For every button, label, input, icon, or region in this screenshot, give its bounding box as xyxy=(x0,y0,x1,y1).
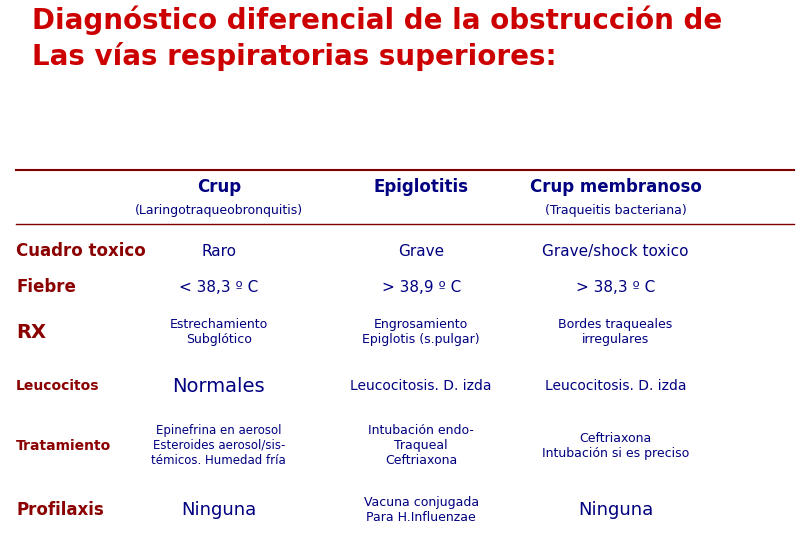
Text: Crup membranoso: Crup membranoso xyxy=(530,178,701,196)
Text: > 38,9 º C: > 38,9 º C xyxy=(382,280,461,295)
Text: < 38,3 º C: < 38,3 º C xyxy=(179,280,258,295)
Text: Epiglotitis: Epiglotitis xyxy=(373,178,469,196)
Text: Tratamiento: Tratamiento xyxy=(16,438,112,453)
Text: (Laringotraqueobronquitis): (Laringotraqueobronquitis) xyxy=(134,204,303,217)
Text: Leucocitosis. D. izda: Leucocitosis. D. izda xyxy=(351,379,492,393)
Text: Leucocitosis. D. izda: Leucocitosis. D. izda xyxy=(545,379,686,393)
Text: (Traqueitis bacteriana): (Traqueitis bacteriana) xyxy=(544,204,687,217)
Text: Ninguna: Ninguna xyxy=(578,501,653,519)
Text: Grave/shock toxico: Grave/shock toxico xyxy=(543,244,688,259)
Text: Intubación endo-
Traqueal
Ceftriaxona: Intubación endo- Traqueal Ceftriaxona xyxy=(369,424,474,467)
Text: Ceftriaxona
Intubación si es preciso: Ceftriaxona Intubación si es preciso xyxy=(542,431,689,460)
Text: Leucocitos: Leucocitos xyxy=(16,379,100,393)
Text: Engrosamiento
Epiglotis (s.pulgar): Engrosamiento Epiglotis (s.pulgar) xyxy=(362,318,480,346)
Text: Crup: Crup xyxy=(197,178,241,196)
Text: Normales: Normales xyxy=(173,376,265,396)
Text: Profilaxis: Profilaxis xyxy=(16,501,104,519)
Text: Diagnóstico diferencial de la obstrucción de
Las vías respiratorias superiores:: Diagnóstico diferencial de la obstrucció… xyxy=(32,5,723,71)
Text: Bordes traqueales
irregulares: Bordes traqueales irregulares xyxy=(558,318,673,346)
Text: RX: RX xyxy=(16,322,46,342)
Text: Vacuna conjugada
Para H.Influenzae: Vacuna conjugada Para H.Influenzae xyxy=(364,496,479,524)
Text: Estrechamiento
Subglótico: Estrechamiento Subglótico xyxy=(169,318,268,346)
Text: > 38,3 º C: > 38,3 º C xyxy=(576,280,655,295)
Text: Cuadro toxico: Cuadro toxico xyxy=(16,242,146,260)
Text: Fiebre: Fiebre xyxy=(16,278,76,296)
Text: Ninguna: Ninguna xyxy=(181,501,256,519)
Text: Raro: Raro xyxy=(201,244,237,259)
Text: Grave: Grave xyxy=(399,244,444,259)
Text: Epinefrina en aerosol
Esteroides aerosol/sis-
témicos. Humedad fría: Epinefrina en aerosol Esteroides aerosol… xyxy=(151,424,286,467)
